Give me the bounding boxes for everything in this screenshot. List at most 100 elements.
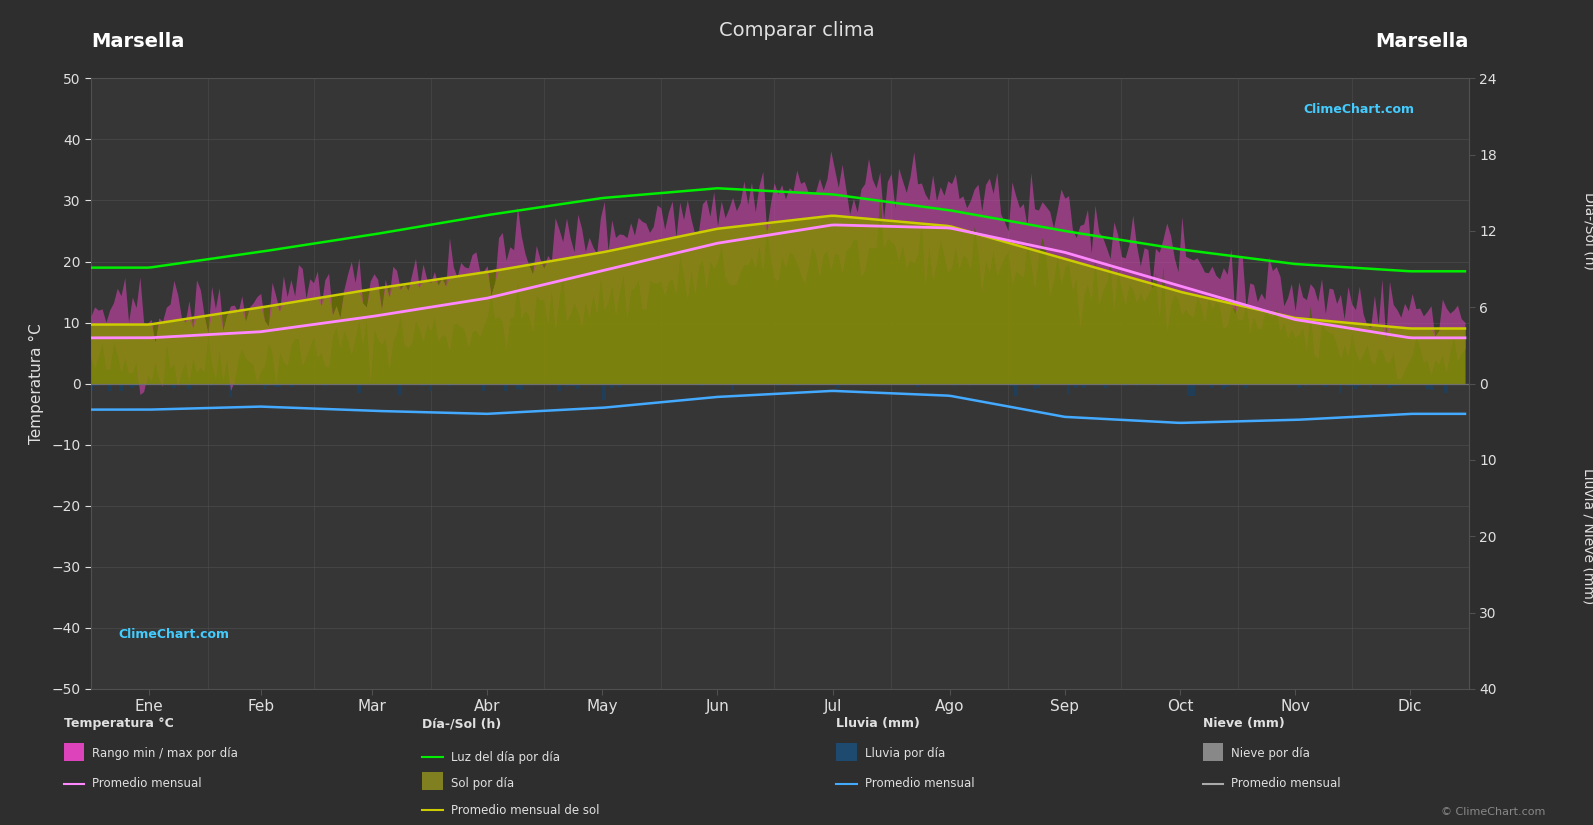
Bar [108, 384, 112, 391]
Bar [1354, 384, 1357, 389]
Bar [1305, 384, 1308, 386]
Bar [323, 384, 327, 385]
Bar [1184, 384, 1187, 385]
Bar [97, 384, 100, 386]
Text: Rango min / max por día: Rango min / max por día [92, 747, 239, 760]
Bar [1082, 384, 1085, 388]
Bar [1289, 384, 1294, 385]
Bar [186, 384, 191, 389]
Bar [1388, 384, 1391, 388]
Bar [1244, 384, 1247, 388]
Text: Promedio mensual: Promedio mensual [865, 777, 975, 790]
Text: Promedio mensual: Promedio mensual [92, 777, 202, 790]
Text: Comparar clima: Comparar clima [718, 21, 875, 40]
Bar [1395, 384, 1399, 386]
Bar [1067, 384, 1070, 394]
Bar [403, 384, 406, 385]
Bar [357, 384, 360, 394]
Bar [1187, 384, 1192, 396]
Bar [1032, 384, 1037, 389]
Bar [1440, 384, 1445, 385]
Bar [1391, 384, 1395, 386]
Text: Día-/Sol (h): Día-/Sol (h) [1582, 192, 1593, 270]
Bar [1104, 384, 1109, 388]
Bar [429, 384, 432, 391]
Text: Promedio mensual de sol: Promedio mensual de sol [451, 804, 599, 817]
Text: Sol por día: Sol por día [451, 777, 515, 790]
Bar [448, 384, 451, 385]
Bar [527, 384, 530, 385]
Bar [153, 384, 156, 385]
Bar [194, 384, 199, 386]
Bar [274, 384, 277, 387]
Bar [481, 384, 486, 391]
Bar [263, 384, 266, 389]
Bar [1415, 384, 1418, 385]
Bar [836, 384, 840, 389]
Bar [288, 384, 293, 387]
Bar [776, 384, 781, 386]
Bar [1338, 384, 1343, 394]
Text: Nieve (mm): Nieve (mm) [1203, 717, 1284, 730]
Bar [229, 384, 233, 397]
Bar [142, 384, 145, 385]
Text: ClimeChart.com: ClimeChart.com [118, 628, 229, 641]
Bar [421, 384, 425, 386]
Bar [696, 384, 701, 385]
Text: Día-/Sol (h): Día-/Sol (h) [422, 717, 502, 730]
Bar [1346, 384, 1349, 385]
Text: Lluvia por día: Lluvia por día [865, 747, 945, 760]
Bar [1426, 384, 1429, 389]
Bar [1252, 384, 1255, 385]
Bar [916, 384, 919, 387]
Bar [1263, 384, 1266, 385]
Bar [1222, 384, 1225, 389]
Bar [795, 384, 798, 385]
Bar [610, 384, 613, 388]
Bar [1037, 384, 1040, 388]
Bar [602, 384, 605, 400]
Bar [1157, 384, 1161, 385]
Bar [225, 384, 229, 385]
Bar [1384, 384, 1388, 385]
Bar [266, 384, 271, 386]
Bar [1150, 384, 1153, 385]
Bar [277, 384, 282, 388]
Bar [1203, 384, 1206, 385]
Bar [241, 384, 244, 386]
Bar [1225, 384, 1230, 387]
Bar [398, 384, 403, 394]
Bar [210, 384, 213, 386]
Bar [569, 384, 572, 386]
Bar [1192, 384, 1195, 396]
Bar [131, 384, 134, 388]
Bar [134, 384, 139, 386]
Bar [1297, 384, 1301, 388]
Bar [519, 384, 523, 390]
Bar [825, 384, 828, 385]
Bar [1013, 384, 1018, 396]
Bar [954, 384, 957, 386]
Bar [1368, 384, 1373, 388]
Bar [119, 384, 123, 391]
Bar [577, 384, 580, 389]
Bar [1429, 384, 1432, 390]
Bar [1123, 384, 1128, 386]
Bar [731, 384, 734, 390]
Bar [516, 384, 519, 389]
Bar [701, 384, 704, 386]
Bar [1357, 384, 1360, 386]
Text: ClimeChart.com: ClimeChart.com [1303, 103, 1415, 116]
Y-axis label: Temperatura °C: Temperatura °C [29, 323, 45, 444]
Bar [564, 384, 569, 387]
Bar [92, 384, 97, 386]
Bar [558, 384, 561, 392]
Bar [969, 384, 972, 385]
Text: Marsella: Marsella [91, 32, 185, 51]
Bar [1211, 384, 1214, 388]
Text: Lluvia / Nieve (mm): Lluvia / Nieve (mm) [1582, 468, 1593, 605]
Text: Lluvia (mm): Lluvia (mm) [836, 717, 921, 730]
Bar [530, 384, 534, 386]
Text: Luz del día por día: Luz del día por día [451, 751, 559, 764]
Text: © ClimeChart.com: © ClimeChart.com [1440, 807, 1545, 817]
